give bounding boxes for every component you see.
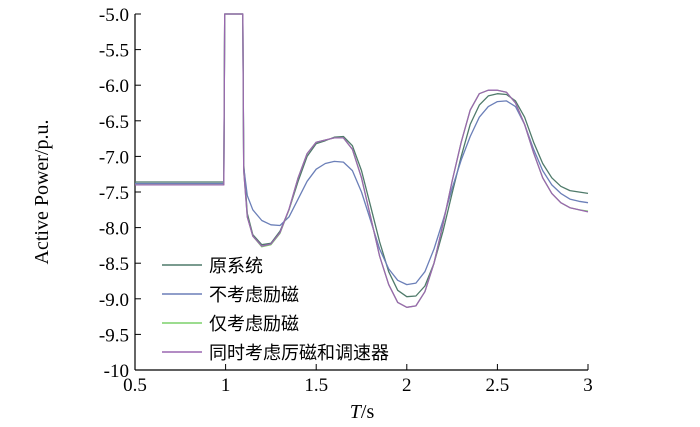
series-group	[135, 13, 589, 308]
legend-label-1: 不考虑励磁	[209, 285, 299, 306]
x-tick-label-4: 2.5	[486, 375, 510, 396]
y-tick-label-10: -10	[104, 361, 129, 382]
series-line-0	[135, 13, 589, 298]
x-axis-label-unit: /s	[361, 401, 375, 423]
y-tick-label-8: -9.0	[99, 290, 129, 311]
x-tick-label-1: 1	[221, 375, 231, 396]
y-tick-label-1: -5.5	[99, 41, 129, 62]
series-line-2	[135, 13, 589, 308]
legend-label-2: 仅考虑励磁	[209, 314, 299, 335]
x-tick-label-2: 1.5	[304, 375, 328, 396]
y-tick-label-9: -9.5	[99, 325, 129, 346]
series-line-3	[135, 13, 589, 308]
y-axis-label: Active Power/p.u.	[31, 120, 53, 265]
y-tick-label-3: -6.5	[99, 112, 129, 133]
y-tick-label-5: -7.5	[99, 183, 129, 204]
axis-ticks: 0.5 1 1.5 2 2.5 3 -5.0 -5.5 -6.0 -6.5 -7.0 -7.5 -8.0…	[99, 5, 593, 396]
series-line-1	[135, 13, 589, 286]
x-axis-label: T/s	[350, 401, 375, 423]
x-tick-label-3: 2	[402, 375, 412, 396]
legend-label-3: 同时考虑厉磁和调速器	[209, 343, 389, 364]
x-axis-label-symbol: T	[350, 401, 363, 423]
legend-label-0: 原系统	[209, 256, 263, 277]
y-tick-label-0: -5.0	[99, 5, 129, 26]
x-tick-label-0: 0.5	[123, 375, 147, 396]
y-tick-label-6: -8.0	[99, 219, 129, 240]
y-tick-label-2: -6.0	[99, 76, 129, 97]
y-tick-label-4: -7.0	[99, 147, 129, 168]
y-tick-label-7: -8.5	[99, 254, 129, 275]
x-tick-label-5: 3	[583, 375, 593, 396]
